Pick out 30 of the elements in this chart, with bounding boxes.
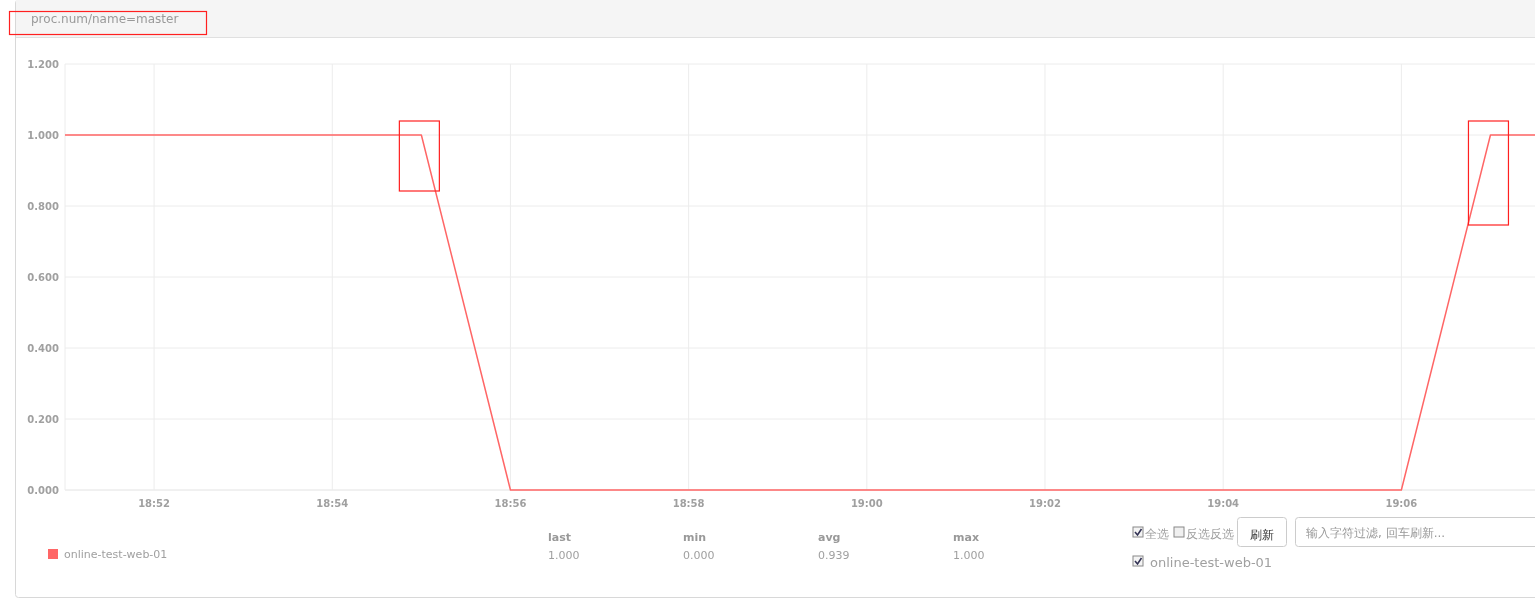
y-tick-label: 0.800 [27, 201, 60, 212]
text: 0.000 [683, 549, 715, 562]
text: 输入字符过滤, 回车刷新... [1306, 526, 1446, 540]
x-tick-label: 19:02 [1029, 498, 1061, 509]
x-tick-label: 19:00 [850, 498, 883, 509]
text: 1.000 [953, 549, 985, 562]
text: online-test-web-01 [1150, 555, 1273, 570]
text: min [683, 531, 707, 544]
y-tick-label: 1.000 [27, 130, 60, 141]
y-tick-label: 1.200 [27, 59, 60, 70]
text: 刷新 [1250, 528, 1274, 542]
x-tick-label: 18:52 [138, 498, 171, 509]
y-tick-label: 0.200 [27, 414, 60, 425]
y-tick-label: 0.600 [27, 272, 60, 283]
text: avg [818, 531, 841, 544]
x-tick-label: 18:58 [672, 498, 705, 509]
text: last [548, 531, 571, 544]
text: 反选反选 [1186, 527, 1234, 541]
text: 1.000 [548, 549, 580, 562]
x-tick-label: 19:06 [1385, 498, 1418, 509]
y-tick-label: 0.400 [27, 343, 60, 354]
text: max [953, 531, 979, 544]
text: 0.939 [818, 549, 850, 562]
x-tick-label: 18:54 [316, 498, 349, 509]
text: 全选 [1145, 527, 1169, 541]
x-tick-label: 18:56 [494, 498, 527, 509]
legend-label: online-test-web-01 [64, 548, 168, 561]
y-tick-label: 0.000 [27, 485, 60, 496]
chart-title: proc.num/name=master [31, 12, 179, 26]
x-tick-label: 19:04 [1207, 498, 1240, 509]
